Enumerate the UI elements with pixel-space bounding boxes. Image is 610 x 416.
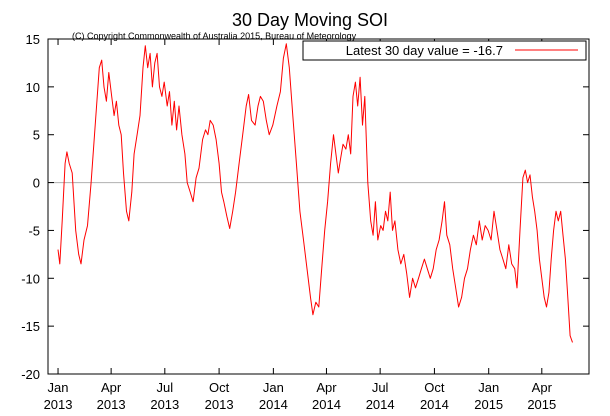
x-tick-label-month: Apr — [101, 380, 122, 395]
x-tick-label-year: 2013 — [150, 397, 179, 412]
plot-frame — [47, 38, 590, 375]
legend: Latest 30 day value = -16.7 — [302, 40, 587, 61]
y-tick-label: 15 — [26, 32, 40, 47]
y-tick-label: 10 — [26, 80, 40, 95]
chart-title: 30 Day Moving SOI — [232, 10, 388, 30]
y-tick-label: 5 — [33, 128, 40, 143]
x-tick-label-month: Oct — [209, 380, 230, 395]
y-tick-label: -10 — [21, 271, 40, 286]
x-tick-label-month: Jul — [157, 380, 174, 395]
series-layer — [57, 43, 573, 343]
x-tick-label-year: 2014 — [312, 397, 341, 412]
legend-label: Latest 30 day value = -16.7 — [346, 43, 503, 58]
x-tick-label-year: 2013 — [97, 397, 126, 412]
legend-box — [302, 40, 587, 61]
soi-series-line — [57, 43, 573, 343]
y-tick-label: 0 — [33, 176, 40, 191]
x-tick-label-year: 2013 — [205, 397, 234, 412]
x-tick-label-year: 2014 — [259, 397, 288, 412]
copyright-notice: (C) Copyright Commonwealth of Australia … — [72, 31, 357, 41]
x-tick-label-month: Jan — [263, 380, 284, 395]
x-tick-label-year: 2015 — [474, 397, 503, 412]
x-tick-label-year: 2013 — [44, 397, 73, 412]
x-tick-label-month: Jul — [372, 380, 389, 395]
y-axis: -20 -15 -10 -5 0 5 10 15 — [21, 32, 589, 382]
x-tick-label-month: Jan — [48, 380, 69, 395]
x-tick-label-year: 2014 — [366, 397, 395, 412]
x-tick-label-year: 2014 — [420, 397, 449, 412]
x-tick-label-month: Jan — [478, 380, 499, 395]
x-tick-label-year: 2015 — [527, 397, 556, 412]
y-tick-label: -20 — [21, 367, 40, 382]
y-tick-label: -15 — [21, 319, 40, 334]
x-tick-label-month: Apr — [316, 380, 337, 395]
y-tick-label: -5 — [28, 223, 40, 238]
x-tick-label-month: Oct — [424, 380, 445, 395]
x-axis: Jan 2013 Apr 2013 Jul 2013 Oct 2013 Jan 2014 Apr 20… — [44, 39, 556, 412]
x-tick-label-month: Apr — [532, 380, 553, 395]
